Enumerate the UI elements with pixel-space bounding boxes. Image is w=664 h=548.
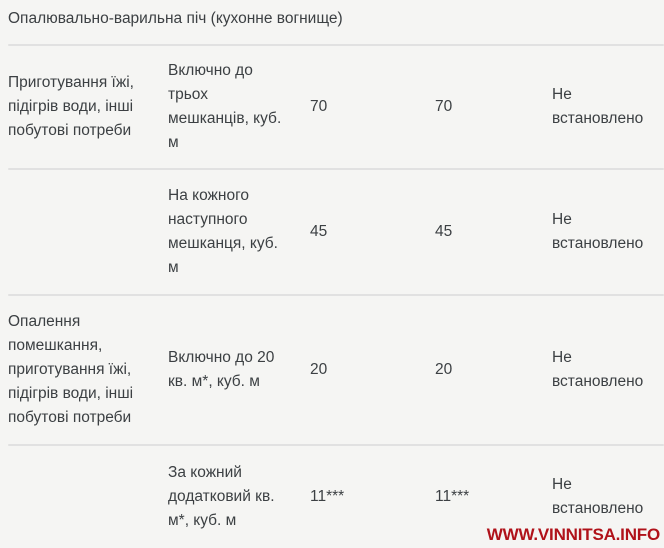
value-text: 11***: [435, 488, 470, 505]
value-cell: 20: [425, 296, 543, 444]
value-text: 70: [435, 98, 453, 115]
condition-text: За кожний додатковий кв. м*, куб. м: [168, 464, 275, 529]
value-text: 70: [310, 98, 328, 115]
value-text: 45: [435, 223, 453, 240]
condition-text: Включно до трьох мешканців, куб. м: [168, 62, 282, 151]
section-title: Опалювально-варильна піч (кухонне вогнищ…: [8, 10, 343, 27]
value-cell: 70: [425, 46, 543, 168]
status-cell: Не встановлено: [543, 296, 664, 444]
row-divider: [8, 294, 664, 296]
status-text: Не встановлено: [552, 86, 644, 127]
status-cell: Не встановлено: [543, 46, 664, 168]
condition-text: Включно до 20 кв. м*, куб. м: [168, 349, 275, 390]
condition-cell: За кожний додатковий кв. м*, куб. м: [160, 446, 300, 548]
status-text: Не встановлено: [552, 349, 644, 390]
status-cell: Не встановлено: [543, 446, 664, 548]
condition-cell: На кожного наступного мешканця, куб. м: [160, 170, 300, 294]
category-cell: [0, 170, 160, 294]
category-text: Опалення помешкання, приготування їжі, п…: [8, 313, 134, 426]
table-row: Опалення помешкання, приготування їжі, п…: [0, 296, 664, 444]
condition-cell: Включно до 20 кв. м*, куб. м: [160, 296, 300, 444]
site-watermark: WWW.VINNITSA.INFO: [486, 525, 660, 544]
status-text: Не встановлено: [552, 211, 644, 252]
row-divider: [8, 168, 664, 170]
value-cell: 20: [300, 296, 425, 444]
value-text: 20: [435, 361, 453, 378]
value-cell: 11***: [300, 446, 425, 548]
table-section-header-row: Опалювально-варильна піч (кухонне вогнищ…: [0, 0, 664, 44]
category-cell: Приготування їжі, підігрів води, інші по…: [0, 46, 160, 168]
table-row: Приготування їжі, підігрів води, інші по…: [0, 46, 664, 168]
value-text: 20: [310, 361, 328, 378]
row-divider: [8, 44, 664, 46]
value-cell: 70: [300, 46, 425, 168]
value-cell: 11***: [425, 446, 543, 548]
value-text: 11***: [310, 488, 345, 505]
status-text: Не встановлено: [552, 476, 644, 517]
condition-cell: Включно до трьох мешканців, куб. м: [160, 46, 300, 168]
category-cell: Опалення помешкання, приготування їжі, п…: [0, 296, 160, 444]
status-cell: Не встановлено: [543, 170, 664, 294]
row-divider: [8, 444, 664, 446]
condition-text: На кожного наступного мешканця, куб. м: [168, 187, 278, 276]
value-cell: 45: [425, 170, 543, 294]
value-text: 45: [310, 223, 328, 240]
value-cell: 45: [300, 170, 425, 294]
category-cell: [0, 446, 160, 548]
category-text: Приготування їжі, підігрів води, інші по…: [8, 74, 134, 139]
table-row: За кожний додатковий кв. м*, куб. м 11**…: [0, 446, 664, 548]
table-row: На кожного наступного мешканця, куб. м 4…: [0, 170, 664, 294]
